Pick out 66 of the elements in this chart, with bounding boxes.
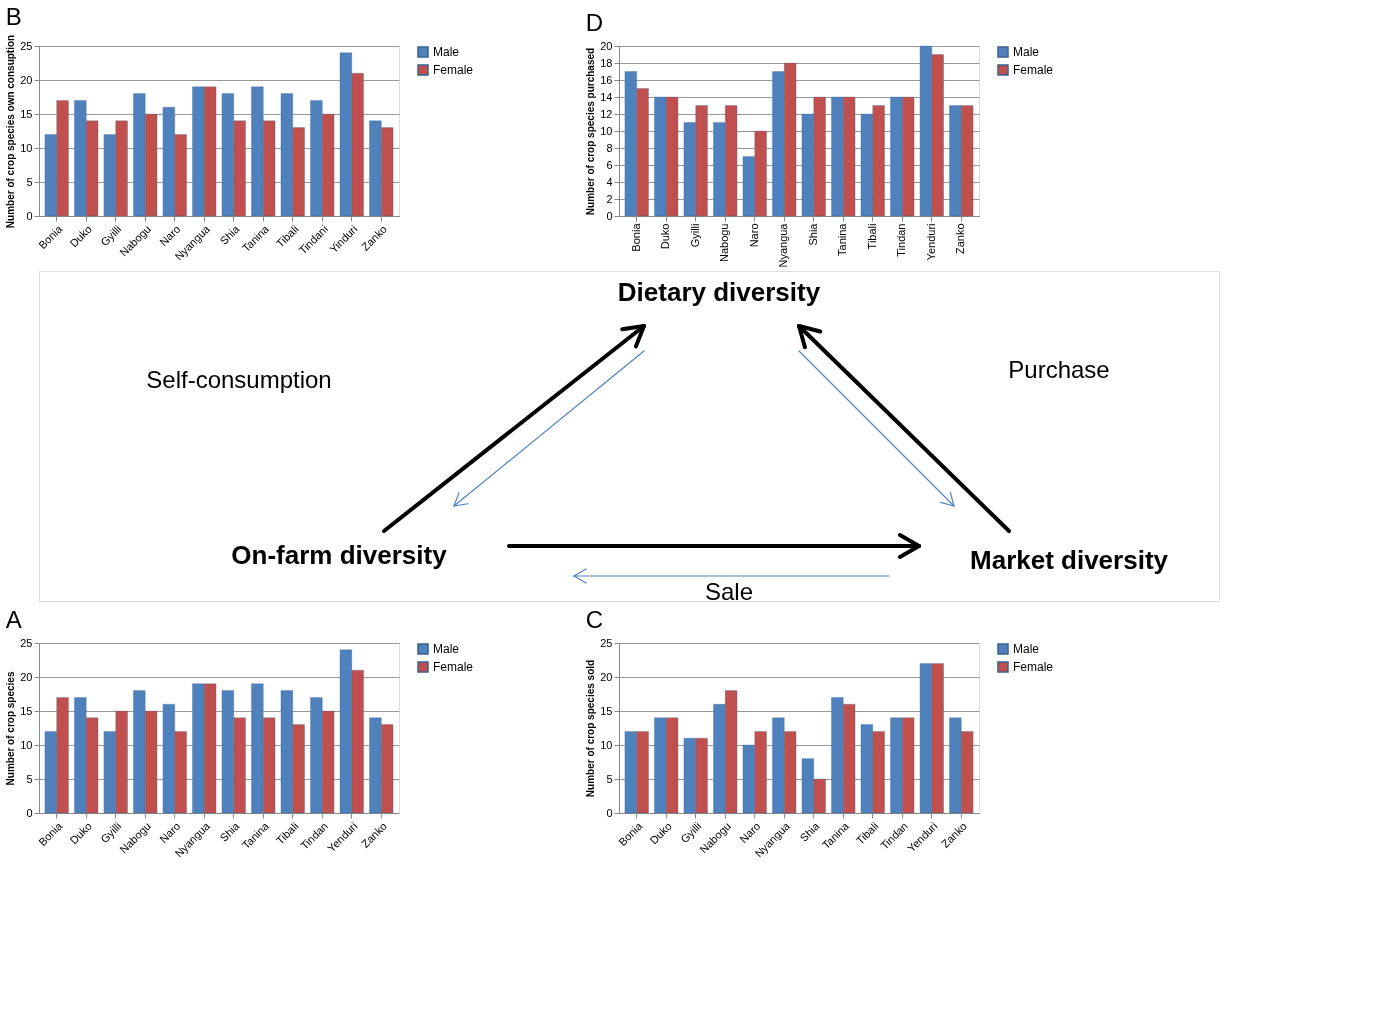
y-axis-title: Number of crop species purchased xyxy=(585,47,597,216)
y-tick-label: 5 xyxy=(26,772,33,785)
y-tick-label: 15 xyxy=(20,107,33,120)
legend-label: Female xyxy=(433,63,474,77)
legend-label: Male xyxy=(433,642,460,656)
chart-title: B xyxy=(5,3,22,31)
y-tick-label: 0 xyxy=(26,806,33,819)
y-tick-label: 25 xyxy=(20,636,33,649)
y-tick-label: 10 xyxy=(600,124,613,137)
y-tick-label: 10 xyxy=(600,738,613,751)
y-tick-label: 15 xyxy=(600,704,613,717)
x-tick-label: Nyangua xyxy=(777,222,790,268)
x-tick-label: Zanko xyxy=(954,223,967,255)
chart-title: C xyxy=(585,606,604,633)
text: On-farm diversity xyxy=(231,540,448,570)
chart-title: A xyxy=(5,606,22,633)
x-tick-label: Gyilli xyxy=(688,223,701,248)
x-tick-label: Nabogu xyxy=(718,223,731,263)
y-tick-label: 0 xyxy=(26,209,33,222)
x-tick-label: Naro xyxy=(747,223,760,248)
x-tick-label: Tanina xyxy=(836,222,849,256)
chart-title: D xyxy=(585,9,604,36)
x-tick-label: Shia xyxy=(217,819,243,844)
x-tick-label: Yenduri xyxy=(924,223,937,261)
x-tick-label: Shia xyxy=(797,819,823,844)
x-tick-label: Bonia xyxy=(629,222,642,252)
y-tick-label: 12 xyxy=(600,107,613,120)
x-tick-label: Tibali xyxy=(865,223,878,250)
y-tick-label: 5 xyxy=(26,175,33,188)
legend-label: Female xyxy=(1013,660,1054,674)
x-tick-label: Shia xyxy=(806,222,819,246)
legend-label: Female xyxy=(433,660,474,674)
y-tick-label: 2 xyxy=(606,192,613,205)
y-axis-title: Number of crop species own consuption xyxy=(5,34,17,229)
y-tick-label: 18 xyxy=(600,56,613,69)
y-axis-title: Number of crop species sold xyxy=(585,659,597,798)
y-tick-label: 25 xyxy=(20,39,33,52)
legend-label: Male xyxy=(433,45,460,59)
y-tick-label: 25 xyxy=(600,636,613,649)
y-tick-label: 5 xyxy=(606,772,613,785)
y-tick-label: 20 xyxy=(20,670,33,683)
text: Sale xyxy=(704,578,754,605)
legend-label: Female xyxy=(1013,63,1054,77)
y-tick-label: 20 xyxy=(600,39,613,52)
y-tick-label: 20 xyxy=(600,670,613,683)
text: Purchase xyxy=(1008,356,1110,383)
text: Self-consumption xyxy=(146,366,332,393)
y-tick-label: 4 xyxy=(606,175,613,188)
y-tick-label: 20 xyxy=(20,73,33,86)
y-tick-label: 15 xyxy=(20,704,33,717)
x-tick-label: Shia xyxy=(217,222,243,247)
y-tick-label: 16 xyxy=(600,73,613,86)
y-tick-label: 6 xyxy=(606,158,613,171)
x-tick-label: Duko xyxy=(659,223,672,250)
y-tick-label: 14 xyxy=(600,90,613,103)
legend-label: Male xyxy=(1013,45,1040,59)
y-tick-label: 10 xyxy=(20,738,33,751)
y-tick-label: 10 xyxy=(20,141,33,154)
y-tick-label: 8 xyxy=(606,141,613,154)
text: Dietary diversity xyxy=(617,277,821,307)
legend-label: Male xyxy=(1013,642,1040,656)
text: Market diversity xyxy=(970,545,1169,575)
x-tick-label: Tindan xyxy=(895,223,908,257)
y-axis-title: Number of crop species xyxy=(5,671,17,786)
y-tick-label: 0 xyxy=(606,806,613,819)
y-tick-label: 0 xyxy=(606,209,613,222)
